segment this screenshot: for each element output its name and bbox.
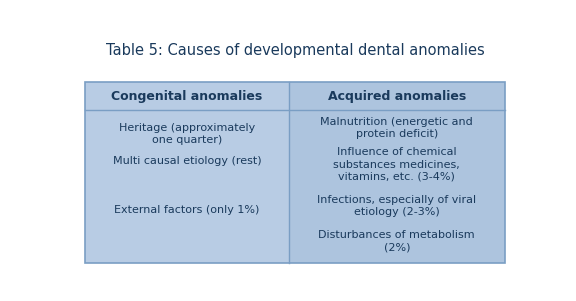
Text: Malnutrition (energetic and
protein deficit): Malnutrition (energetic and protein defi… <box>320 116 473 139</box>
Text: External factors (only 1%): External factors (only 1%) <box>114 205 260 215</box>
Text: Congenital anomalies: Congenital anomalies <box>111 90 263 103</box>
Text: Influence of chemical
substances medicines,
vitamins, etc. (3-4%): Influence of chemical substances medicin… <box>334 147 460 182</box>
Text: Disturbances of metabolism
(2%): Disturbances of metabolism (2%) <box>319 230 475 252</box>
Text: Multi causal etiology (rest): Multi causal etiology (rest) <box>113 156 262 166</box>
Text: Table 5: Causes of developmental dental anomalies: Table 5: Causes of developmental dental … <box>106 43 484 58</box>
Text: Acquired anomalies: Acquired anomalies <box>328 90 466 103</box>
FancyBboxPatch shape <box>85 82 289 263</box>
Text: Infections, especially of viral
etiology (2-3%): Infections, especially of viral etiology… <box>317 194 476 217</box>
FancyBboxPatch shape <box>289 82 505 263</box>
Text: Heritage (approximately
one quarter): Heritage (approximately one quarter) <box>119 123 255 145</box>
